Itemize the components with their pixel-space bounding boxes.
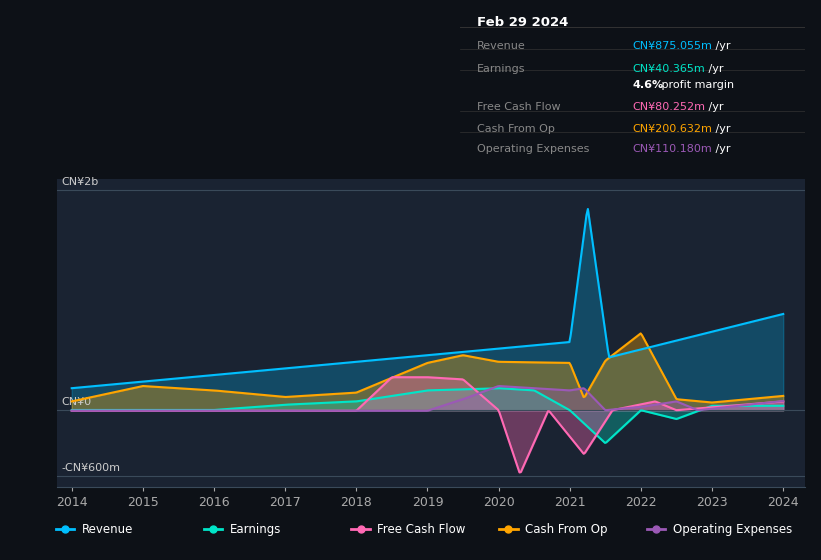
Text: CN¥110.180m: CN¥110.180m: [632, 144, 712, 154]
Text: CN¥200.632m: CN¥200.632m: [632, 124, 712, 133]
Text: Cash From Op: Cash From Op: [477, 124, 555, 133]
Text: 4.6%: 4.6%: [632, 80, 663, 90]
Text: CN¥0: CN¥0: [61, 397, 91, 407]
Text: Earnings: Earnings: [477, 64, 525, 74]
Text: Feb 29 2024: Feb 29 2024: [477, 16, 568, 29]
Text: Free Cash Flow: Free Cash Flow: [378, 522, 466, 536]
Text: CN¥875.055m: CN¥875.055m: [632, 40, 712, 50]
Text: Free Cash Flow: Free Cash Flow: [477, 102, 561, 111]
Text: Operating Expenses: Operating Expenses: [673, 522, 792, 536]
Text: /yr: /yr: [704, 64, 723, 74]
Text: profit margin: profit margin: [658, 80, 735, 90]
Text: -CN¥600m: -CN¥600m: [61, 463, 120, 473]
Text: Revenue: Revenue: [477, 40, 525, 50]
Text: Cash From Op: Cash From Op: [525, 522, 608, 536]
Text: /yr: /yr: [712, 40, 731, 50]
Text: Revenue: Revenue: [82, 522, 133, 536]
Text: CN¥80.252m: CN¥80.252m: [632, 102, 705, 111]
Text: Operating Expenses: Operating Expenses: [477, 144, 589, 154]
Text: Earnings: Earnings: [230, 522, 281, 536]
Text: /yr: /yr: [704, 102, 723, 111]
Text: CN¥2b: CN¥2b: [61, 177, 99, 187]
Text: /yr: /yr: [712, 124, 731, 133]
Text: CN¥40.365m: CN¥40.365m: [632, 64, 705, 74]
Text: /yr: /yr: [712, 144, 731, 154]
